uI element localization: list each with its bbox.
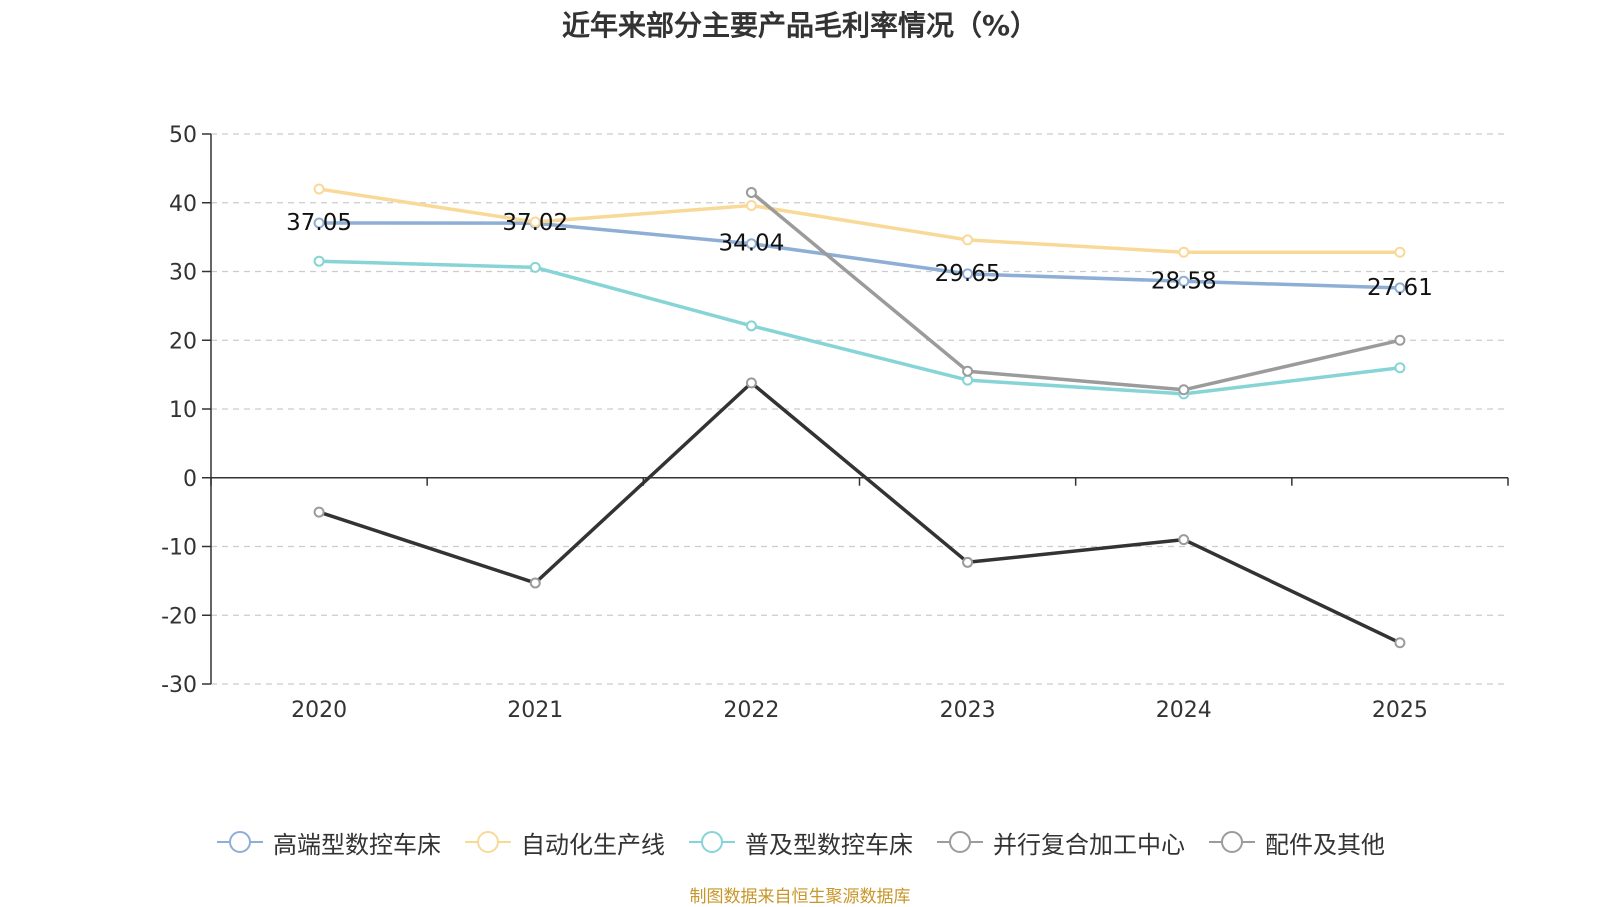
x-tick-label: 2021 (507, 698, 563, 723)
data-label: 28.58 (1151, 268, 1217, 294)
series-line (750, 191, 1401, 392)
data-point (962, 365, 974, 377)
data-point (313, 506, 325, 518)
legend-item[interactable]: 自动化生产线 (463, 825, 665, 860)
data-label: 34.04 (718, 231, 784, 257)
y-tick-label: -30 (161, 673, 197, 698)
legend-label: 高端型数控车床 (273, 830, 441, 859)
legend-marker-icon (217, 831, 263, 853)
data-point (745, 200, 757, 211)
legend-label: 并行复合加工中心 (993, 830, 1185, 859)
series-line (319, 259, 1401, 396)
y-tick-label: 0 (183, 467, 197, 492)
data-point (313, 217, 325, 229)
series-line (318, 187, 1400, 255)
legend-item[interactable]: 配件及其他 (1207, 825, 1385, 860)
data-point (1178, 275, 1190, 287)
y-tick-label: 50 (169, 123, 197, 148)
legend-marker-icon (465, 831, 511, 853)
series-lines (313, 183, 1406, 649)
data-point (313, 183, 325, 195)
legend-item[interactable]: 并行复合加工中心 (935, 825, 1185, 860)
y-tick-label: 30 (169, 261, 197, 286)
data-point (962, 268, 974, 280)
y-tick-label: 10 (169, 398, 197, 423)
legend-marker-icon (1209, 831, 1255, 853)
x-tick-label: 2025 (1372, 698, 1428, 723)
legend-item[interactable]: 高端型数控车床 (215, 825, 441, 860)
data-point (529, 216, 541, 228)
legend-marker-icon (937, 831, 983, 853)
data-point (529, 577, 541, 589)
data-point (745, 238, 757, 250)
data-labels: 37.05 37.02 34.04 29.65 28.58 27.61 (286, 210, 1433, 301)
axes: 50 40 30 20 10 0 -10 -20 -30 2020 2021 2022 2023 2024… (161, 123, 1509, 723)
data-point (962, 556, 974, 568)
grid-lines (211, 133, 1508, 685)
data-point (1178, 534, 1190, 546)
legend-marker-icon (689, 831, 735, 853)
data-point (1394, 334, 1406, 346)
x-tick-label: 2023 (940, 698, 996, 723)
data-point (962, 234, 974, 246)
data-label: 29.65 (935, 261, 1001, 287)
data-label: 37.05 (286, 210, 352, 236)
data-point (745, 186, 757, 198)
data-point (745, 320, 757, 332)
data-point (1178, 246, 1190, 258)
chart-title: 近年来部分主要产品毛利率情况（%） (561, 9, 1039, 42)
data-point (529, 261, 541, 273)
data-label: 27.61 (1367, 275, 1433, 301)
data-point (313, 255, 325, 267)
legend-label: 配件及其他 (1265, 830, 1385, 859)
x-tick-label: 2022 (723, 698, 779, 723)
data-label: 37.02 (502, 210, 568, 236)
legend-item[interactable]: 普及型数控车床 (687, 825, 913, 860)
legend: 高端型数控车床 自动化生产线 普及型数控车床 并行复合加工中心 配件及其他 (0, 822, 1600, 862)
series-line (318, 381, 1401, 645)
data-point (1394, 246, 1406, 258)
legend-label: 普及型数控车床 (745, 830, 913, 859)
y-tick-label: 20 (169, 329, 197, 354)
x-tick-label: 2024 (1156, 698, 1212, 723)
data-point (1394, 282, 1406, 294)
y-tick-label: -10 (161, 536, 197, 561)
series-line (319, 221, 1400, 290)
data-point (1394, 637, 1406, 649)
x-tick-label: 2020 (291, 698, 347, 723)
source-note: 制图数据来自恒生聚源数据库 (689, 887, 911, 907)
legend-label: 自动化生产线 (521, 830, 665, 859)
data-point (1394, 362, 1406, 374)
data-point (745, 377, 757, 389)
y-tick-label: 40 (169, 192, 197, 217)
data-point (962, 374, 974, 386)
data-point (1178, 384, 1190, 396)
y-tick-label: -20 (161, 604, 197, 629)
